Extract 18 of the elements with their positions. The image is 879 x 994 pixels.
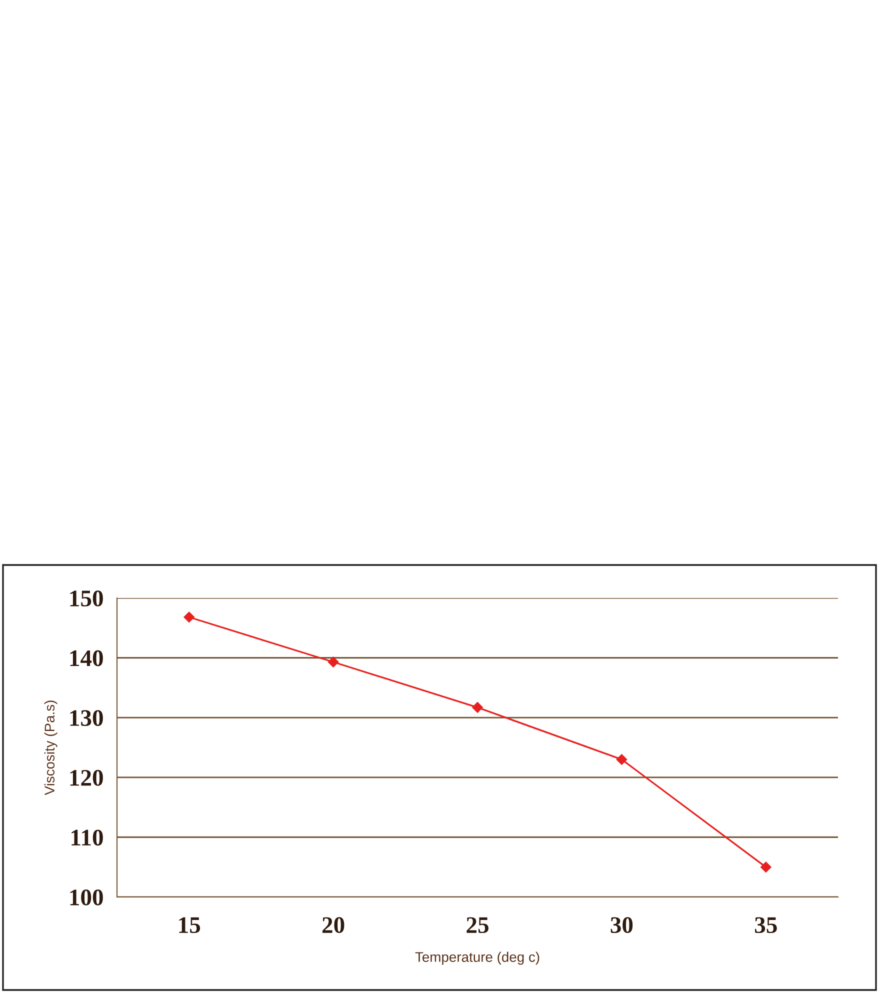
x-tick-label: 15 [179,917,200,934]
x-tick-label: 20 [322,917,344,934]
x-axis-title: Temperature (deg c) [415,952,540,965]
y-tick-label: 150 [70,590,103,606]
y-axis-title: Viscosity (Pa.s) [44,700,58,796]
y-tick-label: 140 [70,650,103,666]
y-tick-label: 110 [72,830,103,846]
point [760,862,772,873]
y-tick-label: 130 [70,710,103,726]
point [616,754,628,765]
point [328,656,339,668]
point [472,702,483,713]
x-tick-label: 30 [610,917,633,934]
x-tick-label: 25 [466,917,488,934]
y-tick-label: 100 [70,889,103,906]
y-tick-label: 120 [70,770,103,786]
point [184,612,195,623]
x-tick-label: 35 [754,917,777,934]
